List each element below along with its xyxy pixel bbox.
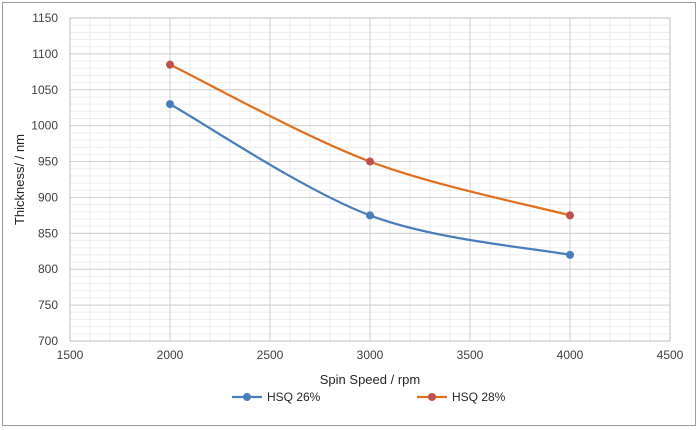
legend-label: HSQ 26% bbox=[267, 390, 321, 404]
y-tick-label: 900 bbox=[38, 190, 58, 204]
legend-item: HSQ 26% bbox=[232, 390, 321, 404]
x-tick-label: 4500 bbox=[657, 348, 684, 362]
data-point bbox=[366, 211, 374, 220]
x-axis-ticks: 1500 2000 2500 3000 3500 4000 4500 bbox=[57, 348, 684, 362]
y-tick-label: 850 bbox=[38, 226, 58, 240]
y-axis-ticks: 700 750 800 850 900 950 1000 1050 1100 1150 bbox=[31, 11, 58, 348]
major-grid bbox=[69, 17, 671, 342]
legend-label: HSQ 28% bbox=[452, 390, 506, 404]
y-axis-title: Thickness/ / nm bbox=[12, 134, 27, 225]
x-tick-label: 2000 bbox=[157, 348, 184, 362]
plot-border bbox=[69, 17, 671, 342]
legend-marker bbox=[428, 393, 436, 401]
y-tick-label: 1000 bbox=[31, 119, 58, 133]
x-tick-label: 3000 bbox=[357, 348, 384, 362]
y-tick-label: 1050 bbox=[31, 83, 58, 97]
data-point bbox=[566, 211, 574, 220]
legend-item: HSQ 28% bbox=[417, 390, 506, 404]
x-tick-label: 2500 bbox=[257, 348, 284, 362]
y-tick-label: 1150 bbox=[32, 11, 58, 25]
x-axis-title: Spin Speed / rpm bbox=[320, 372, 420, 387]
x-tick-label: 1500 bbox=[57, 348, 84, 362]
data-point bbox=[566, 250, 574, 259]
legend: HSQ 26% HSQ 28% bbox=[232, 390, 506, 404]
series-0 bbox=[166, 100, 574, 259]
y-tick-label: 1100 bbox=[32, 47, 58, 61]
y-tick-label: 800 bbox=[38, 262, 58, 276]
chart-frame bbox=[2, 2, 696, 426]
x-tick-label: 3500 bbox=[457, 348, 484, 362]
series-layer bbox=[166, 60, 574, 259]
y-tick-label: 950 bbox=[38, 155, 58, 169]
data-point bbox=[166, 100, 174, 109]
y-tick-label: 700 bbox=[38, 334, 58, 348]
y-tick-label: 750 bbox=[38, 298, 58, 312]
legend-marker bbox=[243, 393, 251, 401]
x-tick-label: 4000 bbox=[557, 348, 584, 362]
data-point bbox=[166, 60, 174, 69]
series-1 bbox=[166, 60, 574, 220]
data-point bbox=[366, 157, 374, 166]
